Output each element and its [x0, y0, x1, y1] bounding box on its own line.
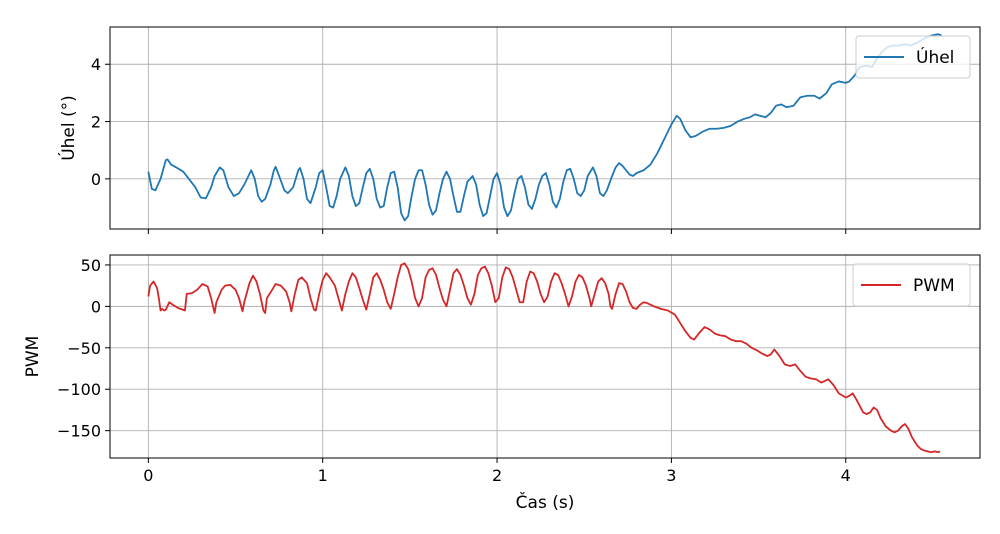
x-tick-label: 3 [666, 466, 676, 485]
y-tick-label: 50 [81, 256, 101, 275]
angle-axes-frame [109, 26, 981, 230]
angle-legend-box [855, 35, 971, 79]
x-tick-label: 1 [318, 466, 328, 485]
pwm-legend-label: PWM [913, 276, 955, 296]
pwm-panel: 0 1 2 3 4 50 0 −50 −100 −150 PWM Čas (s) PWM [23, 254, 981, 513]
y-tick-label: −150 [57, 422, 101, 441]
x-tick-label: 4 [841, 466, 851, 485]
series-line-0 [147, 33, 942, 222]
angle-ticks: 0 2 4 [91, 55, 847, 234]
pwm-ticks: 0 1 2 3 4 50 0 −50 −100 −150 [57, 256, 851, 485]
x-tick-label: 0 [143, 466, 153, 485]
angle-grid [110, 27, 980, 229]
pwm-grid [110, 255, 980, 458]
pwm-series [147, 262, 941, 454]
pwm-legend-box [852, 263, 971, 307]
angle-legend-label: Úhel [916, 46, 954, 68]
x-axis-label: Čas (s) [516, 491, 575, 513]
y-tick-label: 0 [91, 170, 101, 189]
y-tick-label: 2 [91, 113, 101, 132]
angle-y-axis-label: Úhel (°) [57, 95, 79, 161]
y-tick-label: −100 [57, 380, 101, 399]
y-tick-label: 4 [91, 55, 101, 74]
pwm-legend: PWM [852, 263, 971, 307]
y-tick-label: −50 [67, 339, 101, 358]
angle-panel: 0 2 4 Úhel (°) Úhel [57, 26, 981, 234]
x-tick-label: 2 [492, 466, 502, 485]
series-line-0 [147, 262, 941, 454]
angle-legend: Úhel [855, 35, 971, 79]
pwm-y-axis-label: PWM [23, 336, 43, 378]
y-tick-label: 0 [91, 297, 101, 316]
pwm-axes-frame [109, 254, 981, 459]
angle-series [147, 33, 942, 222]
